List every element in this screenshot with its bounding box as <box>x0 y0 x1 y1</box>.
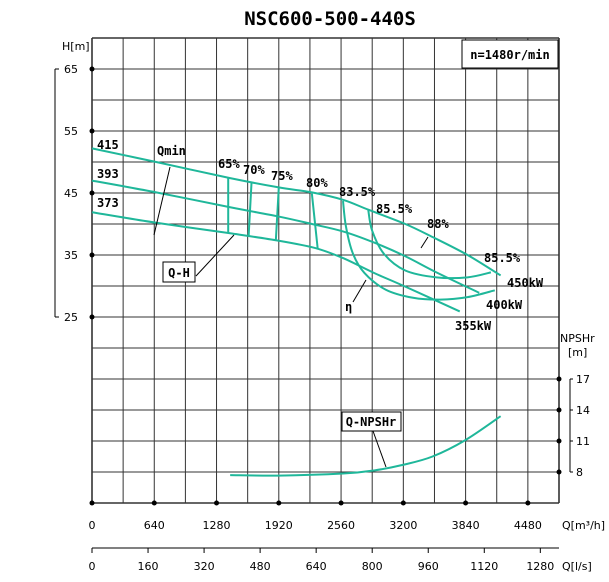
x2-tick-label: 960 <box>418 560 439 573</box>
power-label-355: 355kW <box>455 319 492 333</box>
efficiency-line-75 <box>274 187 280 240</box>
x2-tick-label: 320 <box>194 560 215 573</box>
x-tick-dot <box>214 500 220 506</box>
eff-label-75: 75% <box>271 169 293 183</box>
x2-tick-label: 1120 <box>470 560 498 573</box>
x-tick-label: 4480 <box>514 519 542 532</box>
qh-box <box>162 261 196 283</box>
y2-axis-unit: [m] <box>568 346 587 359</box>
y-tick-dot <box>89 252 95 258</box>
efficiency-line-855 <box>367 210 492 280</box>
qh-label: Q-H <box>168 266 190 280</box>
qmin-leader <box>153 166 171 236</box>
eff-label-83-5: 83.5% <box>339 185 376 199</box>
x-tick-label: 3200 <box>389 519 417 532</box>
y-tick-dot <box>89 314 95 320</box>
y-axis-title: H[m] <box>62 40 90 53</box>
y-tick-label: 45 <box>64 187 78 200</box>
y2-tick-dot <box>556 407 562 413</box>
eff-label-85-5-right: 85.5% <box>484 251 521 265</box>
curves <box>91 147 502 477</box>
qh-label-415: 415 <box>97 138 119 152</box>
y-tick-label: 35 <box>64 249 78 262</box>
speed-note: n=1480r/min <box>470 48 549 62</box>
npsh-label: Q-NPSHr <box>346 415 397 429</box>
y2-tick-dot <box>556 438 562 444</box>
eta-label: η <box>345 300 352 314</box>
y-tick-dot <box>89 66 95 72</box>
x-tick-label: 3840 <box>452 519 480 532</box>
y-tick-label: 65 <box>64 63 78 76</box>
eff-label-80: 80% <box>306 176 328 190</box>
x-tick-dot <box>400 500 406 506</box>
efficiency-line-70 <box>247 181 253 236</box>
qmin-label: Qmin <box>157 144 186 158</box>
y2-tick-dot <box>556 376 562 382</box>
x2-tick-label: 480 <box>250 560 271 573</box>
x-tick-dot <box>338 500 344 506</box>
x-tick-dot <box>463 500 469 506</box>
y2-tick-label: 14 <box>576 404 590 417</box>
x2-tick-label: 640 <box>306 560 327 573</box>
npsh-curve <box>230 415 502 477</box>
eta-leader <box>352 279 367 303</box>
x-tick-label: 0 <box>89 519 96 532</box>
x-tick-dot <box>89 500 95 506</box>
qh-leader <box>195 234 235 277</box>
speed-box <box>461 39 559 69</box>
x2-tick-label: 160 <box>138 560 159 573</box>
x2-tick-label: 800 <box>362 560 383 573</box>
y2-tick-dot <box>556 469 562 475</box>
power-label-400: 400kW <box>486 298 523 312</box>
y-tick-label: 25 <box>64 311 78 324</box>
power-label-450: 450kW <box>507 276 544 290</box>
y2-tick-label: 8 <box>576 466 583 479</box>
x-tick-label: 1920 <box>265 519 293 532</box>
efficiency-line-80 <box>310 193 319 249</box>
y2-tick-label: 17 <box>576 373 590 386</box>
y-tick-dot <box>89 190 95 196</box>
qh-curve-415 <box>91 147 502 277</box>
x-tick-dot <box>276 500 282 506</box>
qh-curve-393 <box>91 179 480 294</box>
y2-tick-label: 11 <box>576 435 590 448</box>
qh-label-393: 393 <box>97 167 119 181</box>
axes <box>54 66 573 553</box>
y-tick-dot <box>89 128 95 134</box>
x2-tick-label: 0 <box>89 560 96 573</box>
qh-label-373: 373 <box>97 196 119 210</box>
y-tick-label: 55 <box>64 125 78 138</box>
eff-label-65: 65% <box>218 157 240 171</box>
y2-axis-title: NPSHr <box>560 332 595 345</box>
eff-label-70: 70% <box>243 163 265 177</box>
chart-title: NSC600-500-440S <box>244 8 416 30</box>
x-tick-label: 2560 <box>327 519 355 532</box>
eff-88-leader <box>420 236 429 249</box>
grid <box>91 37 560 504</box>
x-tick-label: 1280 <box>203 519 231 532</box>
qh-curve-373 <box>91 211 461 313</box>
npsh-box <box>341 411 402 432</box>
x2-tick-label: 1280 <box>526 560 554 573</box>
x2-axis-title: Q[l/s] <box>562 560 592 573</box>
eff-label-88: 88% <box>427 217 449 231</box>
eff-label-85-5: 85.5% <box>376 202 413 216</box>
x-tick-dot <box>525 500 531 506</box>
npsh-leader <box>372 430 387 468</box>
efficiency-line-835 <box>342 200 496 301</box>
x-tick-label: 640 <box>144 519 165 532</box>
x-axis-title: Q[m³/h] <box>562 519 605 532</box>
x-tick-dot <box>151 500 157 506</box>
